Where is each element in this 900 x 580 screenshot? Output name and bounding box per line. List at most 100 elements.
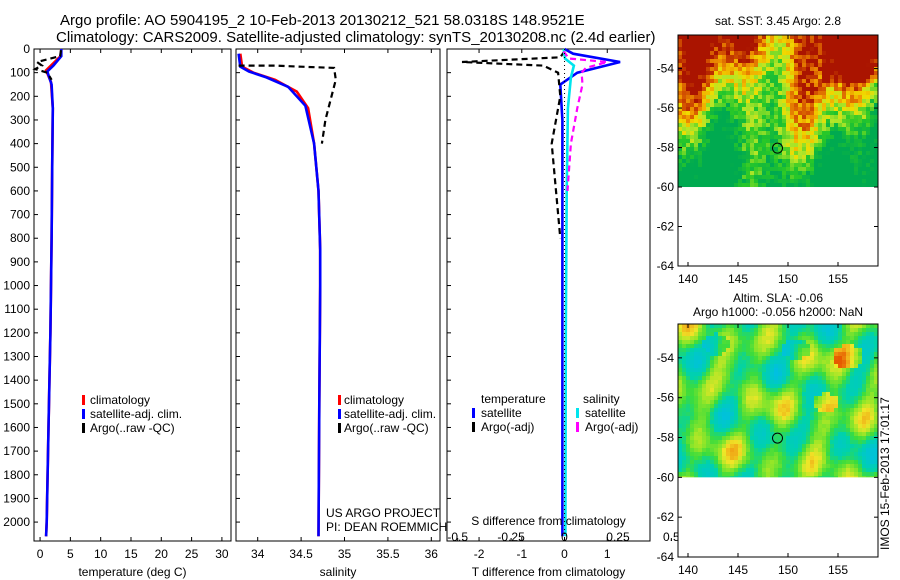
heatmap-cell <box>742 123 746 127</box>
heatmap-cell <box>678 55 682 59</box>
heatmap-cell <box>822 428 826 432</box>
heatmap-cell <box>838 472 842 476</box>
heatmap-cell <box>770 460 774 464</box>
heatmap-cell <box>794 404 798 408</box>
heatmap-cell <box>726 364 730 368</box>
heatmap-cell <box>682 444 686 448</box>
heatmap-cell <box>750 372 754 376</box>
heatmap-cell <box>814 412 818 416</box>
heatmap-cell <box>690 83 694 87</box>
heatmap-cell <box>874 460 878 464</box>
heatmap-cell <box>782 384 786 388</box>
heatmap-cell <box>734 408 738 412</box>
heatmap-cell <box>806 464 810 468</box>
heatmap-cell <box>854 340 858 344</box>
heatmap-cell <box>850 167 854 171</box>
heatmap-cell <box>722 464 726 468</box>
heatmap-cell <box>858 360 862 364</box>
heatmap-cell <box>738 416 742 420</box>
heatmap-cell <box>806 328 810 332</box>
heatmap-cell <box>794 143 798 147</box>
heatmap-cell <box>766 59 770 63</box>
heatmap-cell <box>738 348 742 352</box>
heatmap-cell <box>730 348 734 352</box>
heatmap-cell <box>738 388 742 392</box>
heatmap-cell <box>818 167 822 171</box>
heatmap-cell <box>762 51 766 55</box>
heatmap-cell <box>866 408 870 412</box>
heatmap-cell <box>822 468 826 472</box>
heatmap-cell <box>762 83 766 87</box>
heatmap-cell <box>718 171 722 175</box>
map-title: sat. SST: 3.45 Argo: 2.8 <box>715 14 841 28</box>
heatmap-cell <box>742 460 746 464</box>
heatmap-cell <box>706 95 710 99</box>
heatmap-cell <box>706 364 710 368</box>
heatmap-cell <box>678 440 682 444</box>
legend-label: Argo(-adj) <box>585 420 638 434</box>
heatmap-cell <box>818 384 822 388</box>
heatmap-cell <box>826 452 830 456</box>
heatmap-cell <box>782 143 786 147</box>
heatmap-cell <box>854 404 858 408</box>
legend-title-temperature: temperature <box>481 392 546 406</box>
heatmap-cell <box>718 159 722 163</box>
heatmap-cell <box>834 376 838 380</box>
heatmap-cell <box>838 380 842 384</box>
heatmap-cell <box>838 67 842 71</box>
heatmap-cell <box>846 408 850 412</box>
heatmap-cell <box>710 95 714 99</box>
heatmap-cell <box>830 352 834 356</box>
heatmap-cell <box>770 440 774 444</box>
heatmap-cell <box>690 75 694 79</box>
heatmap-cell <box>862 59 866 63</box>
heatmap-cell <box>798 440 802 444</box>
heatmap-cell <box>850 332 854 336</box>
heatmap-cell <box>826 412 830 416</box>
heatmap-cell <box>862 111 866 115</box>
heatmap-cell <box>794 83 798 87</box>
heatmap-cell <box>870 460 874 464</box>
heatmap-cell <box>798 356 802 360</box>
series-line-satellite-adj-clim- <box>237 53 322 537</box>
heatmap-cell <box>874 111 878 115</box>
heatmap-cell <box>774 183 778 187</box>
heatmap-cell <box>790 324 794 328</box>
heatmap-cell <box>722 356 726 360</box>
heatmap-cell <box>862 360 866 364</box>
heatmap-cell <box>842 139 846 143</box>
heatmap-cell <box>714 111 718 115</box>
heatmap-cell <box>846 159 850 163</box>
heatmap-cell <box>730 412 734 416</box>
heatmap-cell <box>686 155 690 159</box>
heatmap-cell <box>814 179 818 183</box>
heatmap-cell <box>690 115 694 119</box>
heatmap-cell <box>734 175 738 179</box>
heatmap-cell <box>850 416 854 420</box>
heatmap-cell <box>870 388 874 392</box>
heatmap-cell <box>830 123 834 127</box>
heatmap-cell <box>798 368 802 372</box>
heatmap-cell <box>854 420 858 424</box>
heatmap-cell <box>830 376 834 380</box>
heatmap-cell <box>778 103 782 107</box>
heatmap-cell <box>750 51 754 55</box>
heatmap-cell <box>798 468 802 472</box>
heatmap-cell <box>782 440 786 444</box>
heatmap-cell <box>798 155 802 159</box>
heatmap-cell <box>686 336 690 340</box>
heatmap-cell <box>802 155 806 159</box>
heatmap-cell <box>762 139 766 143</box>
heatmap-cell <box>770 111 774 115</box>
heatmap-cell <box>862 67 866 71</box>
heatmap-cell <box>714 95 718 99</box>
heatmap-cell <box>850 99 854 103</box>
heatmap-cell <box>734 412 738 416</box>
heatmap-cell <box>778 95 782 99</box>
heatmap-cell <box>810 127 814 131</box>
heatmap-cell <box>838 396 842 400</box>
heatmap-cell <box>866 43 870 47</box>
heatmap-cell <box>746 408 750 412</box>
heatmap-cell <box>714 356 718 360</box>
heatmap-cell <box>678 432 682 436</box>
